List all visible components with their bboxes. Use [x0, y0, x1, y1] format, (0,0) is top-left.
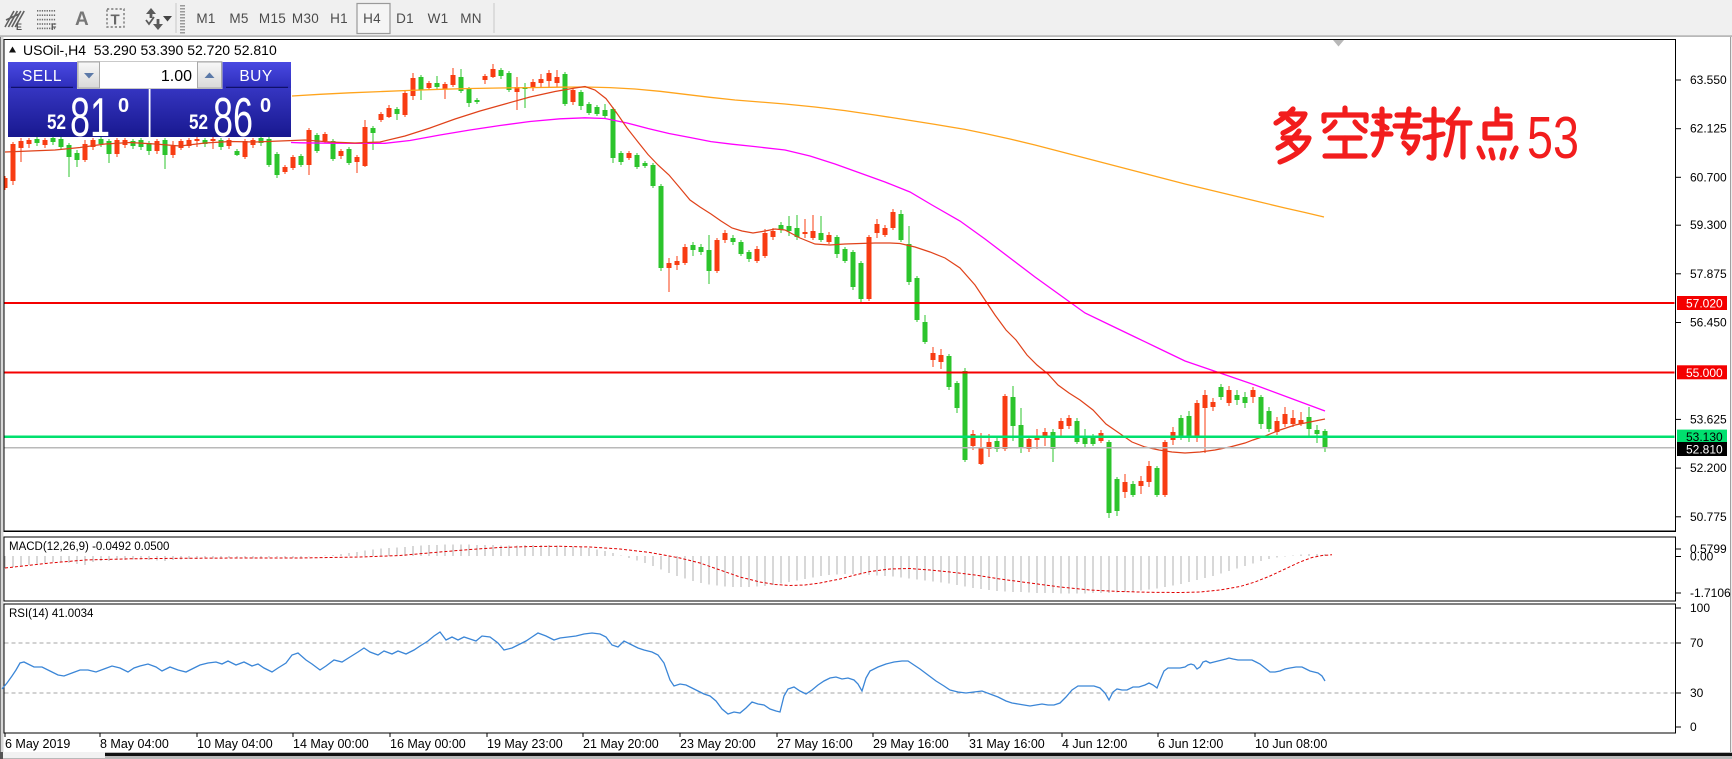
svg-text:-1.7106: -1.7106 [1690, 586, 1731, 600]
svg-text:53: 53 [1527, 105, 1579, 171]
svg-text:53.130: 53.130 [1686, 430, 1723, 444]
svg-text:27 May 16:00: 27 May 16:00 [777, 737, 853, 751]
svg-text:70: 70 [1690, 636, 1704, 650]
svg-text:52: 52 [47, 111, 66, 134]
svg-text:59.300: 59.300 [1690, 218, 1727, 232]
svg-text:E: E [16, 22, 22, 32]
svg-text:MN: MN [460, 11, 482, 26]
svg-text:81: 81 [70, 86, 110, 148]
svg-text:19 May 23:00: 19 May 23:00 [487, 737, 563, 751]
svg-text:8 May 04:00: 8 May 04:00 [100, 737, 169, 751]
svg-text:29 May 16:00: 29 May 16:00 [873, 737, 949, 751]
svg-text:52.810: 52.810 [1686, 443, 1723, 457]
svg-text:SELL: SELL [22, 68, 62, 85]
svg-text:14 May 00:00: 14 May 00:00 [293, 737, 369, 751]
svg-text:H1: H1 [330, 11, 348, 26]
svg-text:10 May 04:00: 10 May 04:00 [197, 737, 273, 751]
svg-text:H4: H4 [363, 11, 381, 26]
svg-text:0.00: 0.00 [1690, 550, 1714, 564]
svg-text:T: T [111, 12, 120, 29]
svg-text:53.625: 53.625 [1690, 412, 1727, 426]
svg-text:60.700: 60.700 [1690, 170, 1727, 184]
svg-text:D1: D1 [396, 11, 414, 26]
svg-text:M30: M30 [292, 11, 319, 26]
svg-text:M5: M5 [229, 11, 248, 26]
svg-text:USOil-,H4 53.290 53.390 52.72: USOil-,H4 53.290 53.390 52.720 52.810 [23, 42, 277, 58]
svg-text:30: 30 [1690, 686, 1704, 700]
svg-text:52: 52 [189, 111, 208, 134]
svg-text:23 May 20:00: 23 May 20:00 [680, 737, 756, 751]
svg-text:0: 0 [118, 95, 129, 117]
svg-text:57.875: 57.875 [1690, 267, 1727, 281]
svg-text:BUY: BUY [239, 68, 272, 85]
svg-text:M1: M1 [196, 11, 215, 26]
svg-text:0: 0 [260, 95, 271, 117]
svg-text:6 Jun 12:00: 6 Jun 12:00 [1158, 737, 1223, 751]
svg-text:0: 0 [1690, 720, 1697, 734]
svg-text:86: 86 [213, 86, 253, 148]
svg-text:55.000: 55.000 [1686, 366, 1723, 380]
svg-text:63.550: 63.550 [1690, 73, 1727, 87]
svg-text:10 Jun 08:00: 10 Jun 08:00 [1255, 737, 1327, 751]
svg-text:100: 100 [1690, 601, 1710, 615]
svg-text:31 May 16:00: 31 May 16:00 [969, 737, 1045, 751]
svg-text:6 May 2019: 6 May 2019 [5, 737, 70, 751]
svg-text:MACD(12,26,9) -0.0492 0.0500: MACD(12,26,9) -0.0492 0.0500 [9, 541, 169, 553]
svg-text:M15: M15 [259, 11, 286, 26]
svg-text:57.020: 57.020 [1686, 297, 1723, 311]
svg-text:4 Jun 12:00: 4 Jun 12:00 [1062, 737, 1127, 751]
svg-text:F: F [51, 22, 57, 32]
svg-text:50.775: 50.775 [1690, 510, 1727, 524]
svg-text:62.125: 62.125 [1690, 122, 1727, 136]
svg-text:1.00: 1.00 [161, 68, 192, 85]
svg-text:W1: W1 [428, 11, 449, 26]
svg-text:21 May 20:00: 21 May 20:00 [583, 737, 659, 751]
svg-text:A: A [75, 9, 89, 30]
svg-text:RSI(14) 41.0034: RSI(14) 41.0034 [9, 608, 94, 620]
svg-text:0.5799: 0.5799 [1690, 542, 1727, 556]
svg-text:52.200: 52.200 [1690, 461, 1727, 475]
svg-text:56.450: 56.450 [1690, 316, 1727, 330]
svg-text:16 May 00:00: 16 May 00:00 [390, 737, 466, 751]
